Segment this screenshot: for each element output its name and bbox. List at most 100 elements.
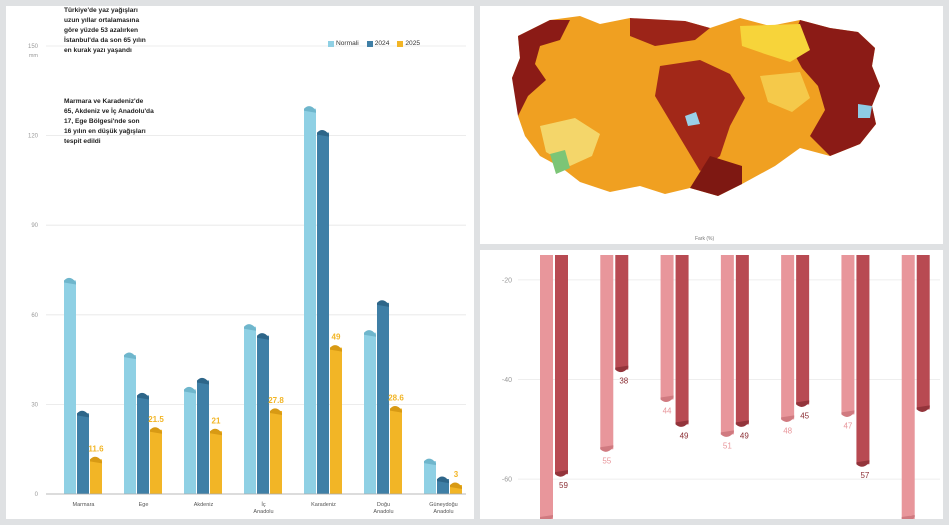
bar-2	[150, 429, 162, 494]
chart-legend: Normali 2024 2025	[328, 40, 420, 47]
legend-label-2025: 2025	[405, 40, 421, 47]
bar-0	[124, 355, 136, 494]
bar-cap-0	[660, 395, 674, 403]
y-tick-label: -40	[502, 377, 512, 384]
data-label-2025: 21.5	[148, 415, 164, 424]
data-label-2025: 28.6	[388, 394, 404, 403]
bar-1	[317, 132, 329, 494]
bar-0	[841, 255, 855, 415]
bar-cap-0	[64, 277, 76, 285]
bar-1	[555, 255, 568, 475]
x-category-label: Güneydoğu	[429, 502, 457, 508]
map-dark-south	[690, 156, 742, 196]
bar-cap-1	[197, 377, 209, 385]
data-label: 57	[860, 471, 869, 480]
bar-1	[675, 255, 689, 425]
bar-cap-0	[901, 515, 915, 519]
change-percentage-chart-panel: -20 -40 -60 59 55 38 44 49 51 49 48 45 47 57 46	[480, 250, 943, 519]
legend-item-2025: 2025	[397, 40, 420, 47]
bar-cap-2	[330, 345, 342, 352]
legend-label-2024: 2024	[374, 40, 390, 47]
bar-2	[270, 410, 282, 494]
bar-cap-1	[856, 460, 870, 467]
bar-2	[450, 485, 462, 494]
bar-0	[244, 326, 256, 494]
x-category-label: Anadolu	[373, 509, 393, 515]
data-label: 38	[619, 377, 628, 386]
bar-cap-0	[184, 386, 196, 394]
bar-1	[615, 255, 629, 370]
data-label-2025: 21	[212, 416, 221, 425]
map-dark-north	[630, 18, 710, 46]
bar-cap-0	[781, 415, 795, 422]
y-tick-label: 150	[28, 44, 39, 50]
bar-cap-1	[735, 420, 749, 427]
bar-cap-0	[364, 330, 376, 337]
bar-cap-1	[317, 130, 329, 137]
legend-label-normali: Normali	[336, 40, 359, 47]
bar-1	[735, 255, 749, 425]
bar-cap-2	[90, 456, 102, 464]
map-green	[550, 150, 570, 174]
bar-0	[64, 280, 76, 494]
bar-0	[424, 461, 436, 494]
y-tick-label: -60	[502, 477, 512, 484]
chart-note-1: Türkiye'de yaz yağışları uzun yıllar ort…	[64, 7, 146, 54]
bar-cap-1	[377, 300, 389, 307]
bar-cap-0	[720, 430, 734, 437]
legend-item-normali: Normali	[328, 40, 359, 47]
bar-1	[437, 479, 449, 494]
bar-1	[197, 380, 209, 494]
data-label: 45	[800, 411, 809, 420]
map-yellow-north	[740, 24, 810, 62]
bar-2	[210, 431, 222, 494]
x-category-label: Marmara	[72, 502, 95, 508]
bar-1	[77, 413, 89, 494]
y-tick-label: -20	[502, 277, 512, 284]
x-category-label: İç	[261, 501, 266, 508]
bar-0	[720, 255, 734, 435]
bar-cap-0	[124, 352, 136, 360]
map-yellow-east	[760, 72, 810, 112]
y-tick-label: 90	[31, 223, 38, 229]
legend-item-2024: 2024	[366, 40, 390, 47]
map-dark-east	[790, 20, 880, 156]
turkey-precipitation-map	[512, 16, 880, 196]
turkey-precipitation-map-panel: Fark (%)	[480, 6, 943, 244]
bar-cap-0	[244, 324, 256, 331]
bar-cap-1	[555, 470, 568, 477]
bar-cap-0	[424, 458, 436, 466]
bar-1	[916, 255, 930, 410]
bar-1	[137, 395, 149, 494]
map-dark-west	[512, 20, 570, 116]
bar-1	[856, 255, 870, 465]
data-label: 49	[680, 431, 689, 440]
chart-note-2: Marmara ve Karadeniz'de 65, Akdeniz ve İ…	[64, 98, 154, 145]
data-label-2025: 49	[332, 333, 341, 342]
bar-cap-1	[77, 410, 89, 418]
bar-cap-1	[675, 420, 689, 427]
x-category-label: Doğu	[377, 502, 390, 508]
bar-0	[540, 255, 553, 519]
x-category-label: Ege	[139, 502, 149, 508]
data-label-2025: 11.6	[88, 444, 104, 453]
regional-precipitation-chart: 0 30 60 90 120 150 mm 11.6 Marmara 21.5 Ege 21 Akden…	[28, 44, 466, 515]
data-label: 44	[663, 406, 672, 415]
y-tick-label: 60	[31, 313, 38, 319]
bar-0	[660, 255, 674, 400]
y-tick-label: 30	[31, 402, 38, 408]
bar-cap-2	[390, 406, 402, 413]
bar-cap-2	[150, 427, 162, 434]
x-category-label: Karadeniz	[311, 502, 336, 508]
bar-0	[364, 332, 376, 494]
bar-cap-2	[210, 428, 222, 436]
bar-2	[90, 459, 102, 494]
bar-cap-0	[304, 106, 316, 113]
bar-cap-2	[270, 408, 282, 415]
y-tick-label: 120	[28, 134, 39, 140]
bar-cap-1	[257, 333, 269, 340]
data-label-2025: 3	[454, 470, 459, 479]
x-category-label: Akdeniz	[194, 502, 214, 508]
map-lake	[858, 104, 872, 118]
bar-1	[377, 302, 389, 494]
